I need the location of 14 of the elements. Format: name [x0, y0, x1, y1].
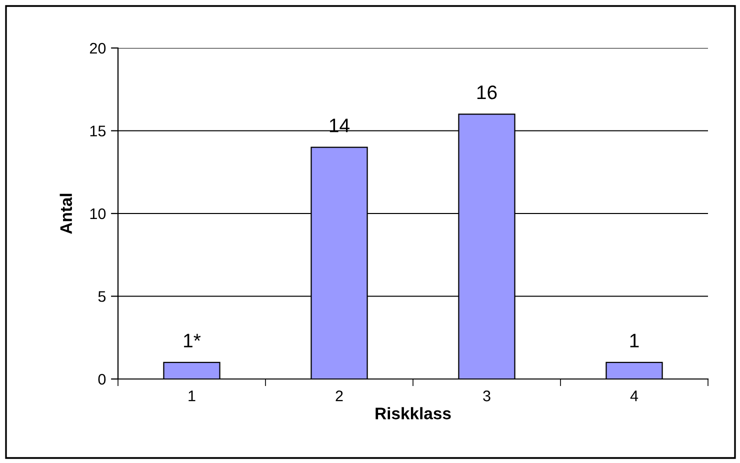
y-tick-label: 20	[90, 42, 106, 54]
y-tick-label: 15	[90, 126, 106, 136]
x-tick-label: 4	[630, 390, 638, 402]
y-axis-title: Antal	[60, 194, 72, 234]
data-label: 1	[630, 334, 639, 348]
y-tick-label: 0	[98, 374, 106, 385]
x-tick-label: 3	[483, 390, 490, 402]
data-label: 1*	[184, 334, 201, 348]
y-tick-label: 10	[90, 208, 106, 220]
y-tick-label: 5	[98, 291, 106, 302]
x-tick-label: 1	[188, 390, 196, 402]
data-label: 16	[477, 85, 497, 100]
x-tick-label: 2	[336, 390, 343, 402]
x-axis-title: Riskklass	[376, 407, 451, 420]
